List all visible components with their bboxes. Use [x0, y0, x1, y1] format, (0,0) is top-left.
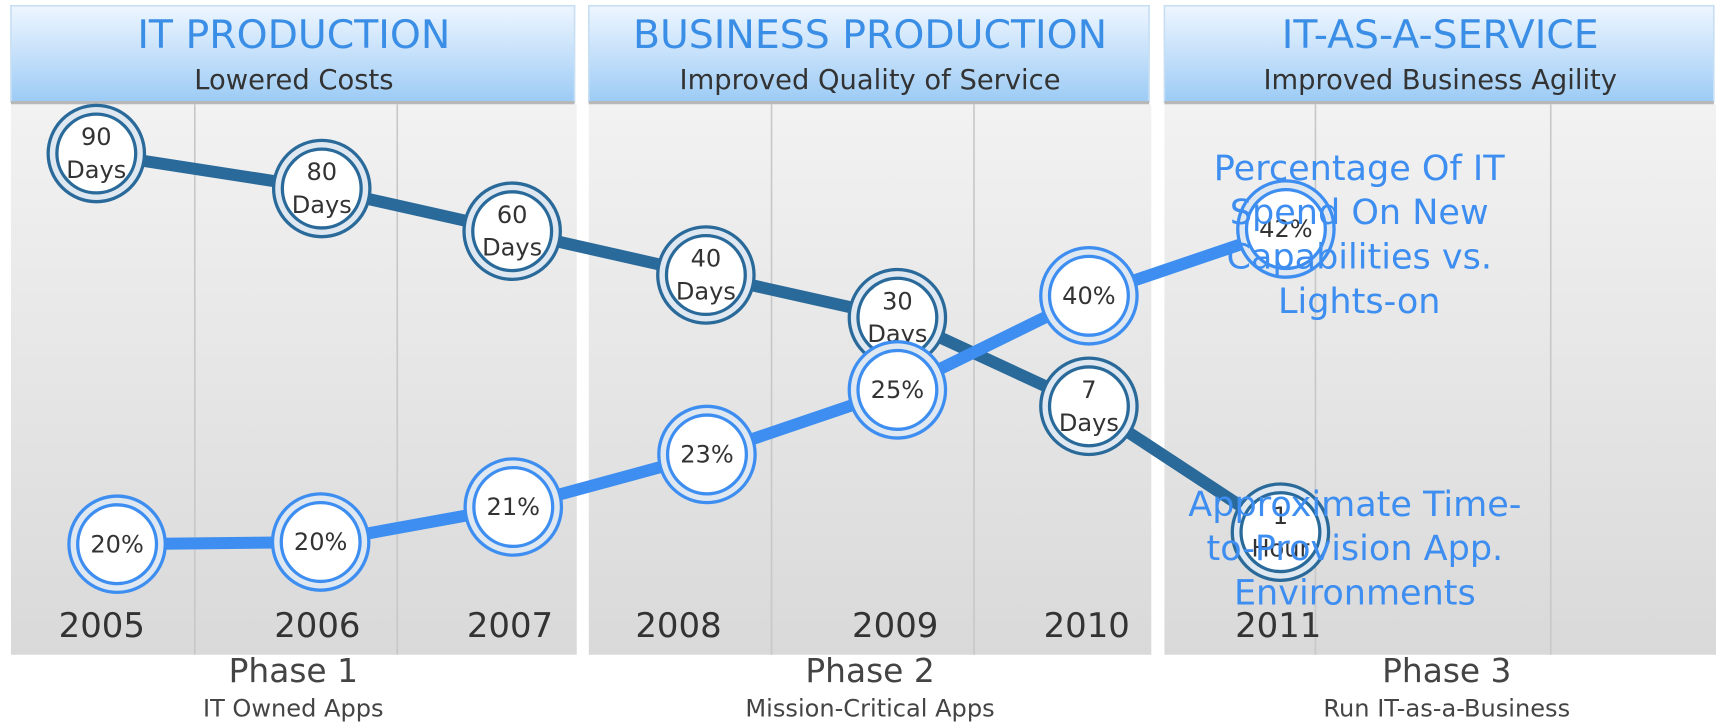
phase-subtitle: Mission-Critical Apps: [745, 694, 994, 722]
point: [1047, 254, 1130, 337]
point: [76, 503, 159, 586]
point-label: 20%: [90, 530, 143, 558]
year-label: 2011: [1235, 606, 1321, 645]
year-label: 2008: [635, 606, 721, 645]
point-label: 80: [306, 158, 337, 186]
header-subtitle: Improved Quality of Service: [680, 65, 1061, 96]
header-shadow: [10, 100, 575, 105]
series-label: Capabilities vs.: [1226, 237, 1491, 278]
point-label: Days: [292, 191, 352, 219]
point-label: 90: [81, 123, 112, 151]
series-label: Lights-on: [1278, 281, 1441, 322]
header-shadow: [1164, 100, 1714, 105]
point-label: 40: [691, 245, 722, 273]
point-label: 40%: [1062, 282, 1115, 310]
point-label: 30: [882, 287, 913, 315]
point: [665, 413, 749, 496]
point-label: Hour: [1251, 535, 1309, 563]
year-label: 2010: [1044, 606, 1130, 645]
point-label: 21%: [487, 493, 540, 521]
phase-name: Phase 2: [805, 652, 934, 690]
header-box: [1163, 4, 1715, 103]
header-box: [10, 4, 576, 103]
header-shadow: [588, 100, 1150, 105]
point: [856, 348, 939, 431]
series-label: Spend On New: [1230, 192, 1489, 233]
year-label: 2005: [59, 606, 145, 645]
point: [472, 465, 555, 549]
year-label: 2007: [467, 606, 553, 645]
header-subtitle: Improved Business Agility: [1263, 65, 1617, 96]
point-label: 1: [1273, 502, 1288, 530]
header-title: BUSINESS PRODUCTION: [633, 12, 1107, 58]
point: [664, 233, 747, 317]
header-title: IT-AS-A-SERVICE: [1282, 12, 1599, 58]
point: [1244, 187, 1327, 271]
header-title: IT PRODUCTION: [137, 12, 450, 58]
point-label: Days: [676, 278, 736, 306]
point: [55, 112, 138, 195]
point-label: Days: [482, 234, 542, 262]
year-label: 2009: [852, 606, 938, 645]
series-label: Percentage Of IT: [1214, 148, 1505, 189]
phase-subtitle: Run IT-as-a-Business: [1323, 694, 1570, 722]
series-label: to-Provision App.: [1207, 528, 1504, 569]
point-label: 23%: [680, 441, 733, 469]
phase-subtitle: IT Owned Apps: [203, 694, 384, 722]
point-label: Days: [66, 156, 126, 184]
point: [471, 190, 554, 273]
header-box: [587, 4, 1150, 103]
point-label: 60: [497, 201, 528, 229]
header-subtitle: Lowered Costs: [194, 65, 393, 96]
point-label: 7: [1081, 376, 1096, 404]
point: [1047, 365, 1130, 448]
point-label: 25%: [871, 376, 924, 404]
point: [279, 500, 362, 584]
year-label: 2006: [274, 606, 360, 645]
phase-name: Phase 1: [229, 652, 358, 690]
point-label: 42%: [1259, 215, 1312, 243]
point-label: Days: [1059, 409, 1119, 437]
phase-name: Phase 3: [1382, 652, 1511, 690]
point: [1239, 491, 1322, 574]
series-label: Environments: [1234, 573, 1476, 614]
point: [280, 147, 363, 230]
series-label: Approximate Time-: [1188, 484, 1521, 525]
point-label: 20%: [294, 528, 347, 556]
